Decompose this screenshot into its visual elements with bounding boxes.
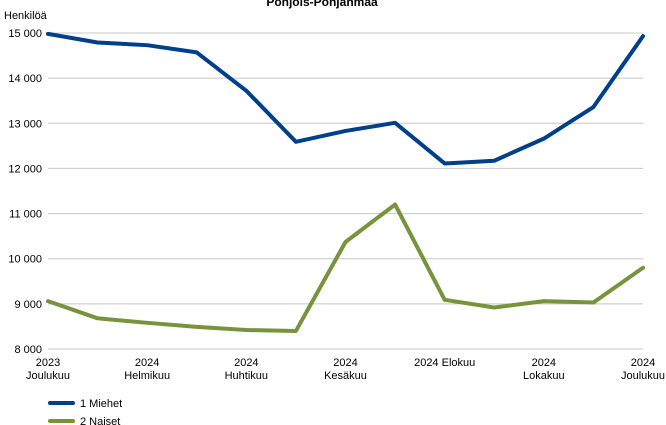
data-point — [393, 121, 397, 125]
x-tick-labels: 2023 Joulukuu 2024 Helmikuu 2024 Huhtikuu 2024… — [26, 357, 665, 382]
x-tick-label: 2024 Lokakuu — [523, 357, 565, 382]
data-point — [443, 298, 447, 302]
data-point — [443, 161, 447, 165]
y-tick-label: 8 000 — [14, 344, 42, 356]
data-point — [492, 159, 496, 163]
data-point — [591, 105, 595, 109]
y-tick-label: 12 000 — [8, 163, 42, 175]
data-point — [145, 321, 149, 325]
gridlines — [48, 32, 643, 350]
data-point — [641, 266, 645, 270]
y-tick-label: 9 000 — [14, 299, 42, 311]
series-line-1 — [46, 31, 645, 166]
data-point — [591, 301, 595, 305]
x-tick-label: 2024 Joulukuu — [621, 357, 665, 382]
x-tick-label: 2024 Elokuu — [414, 357, 475, 369]
chart-title: Pohjois-Pohjanmaa — [266, 0, 378, 9]
y-tick-label: 11 000 — [9, 209, 42, 221]
data-point — [344, 240, 347, 244]
series-line-2 — [46, 202, 645, 333]
data-point — [294, 329, 298, 333]
data-point — [393, 203, 397, 207]
legend-label: 2 Naiset — [80, 416, 120, 425]
data-point — [542, 137, 546, 141]
data-point — [244, 89, 248, 93]
y-tick-label: 10 000 — [8, 254, 42, 266]
y-tick-labels: 8 000 9 000 10 000 11 000 12 000 13 000 14 000… — [8, 28, 42, 356]
data-point — [145, 43, 149, 47]
x-tick-label: 2024 Helmikuu — [124, 357, 170, 382]
data-point — [195, 50, 199, 54]
legend: 1 Miehet 2 Naiset — [48, 398, 122, 425]
data-point — [294, 140, 298, 144]
y-tick-label: 15 000 — [8, 28, 42, 40]
data-point — [96, 316, 100, 320]
data-point — [542, 299, 546, 303]
data-point — [641, 34, 645, 38]
data-point — [244, 328, 248, 332]
x-tick-label: 2024 Huhtikuu — [225, 357, 268, 382]
y-axis-label: Henkilöä — [4, 10, 48, 22]
legend-label: 1 Miehet — [80, 398, 122, 410]
data-point — [344, 129, 347, 133]
data-point — [96, 40, 100, 44]
data-point — [46, 299, 50, 303]
data-point — [492, 305, 496, 309]
x-tick-label: 2023 Joulukuu — [26, 357, 70, 382]
data-point — [195, 325, 199, 329]
x-tick-label: 2024 Kesäkuu — [324, 357, 367, 382]
data-point — [46, 32, 50, 36]
y-tick-label: 14 000 — [8, 73, 42, 85]
series-lines — [46, 31, 645, 333]
y-tick-label: 13 000 — [8, 118, 42, 130]
